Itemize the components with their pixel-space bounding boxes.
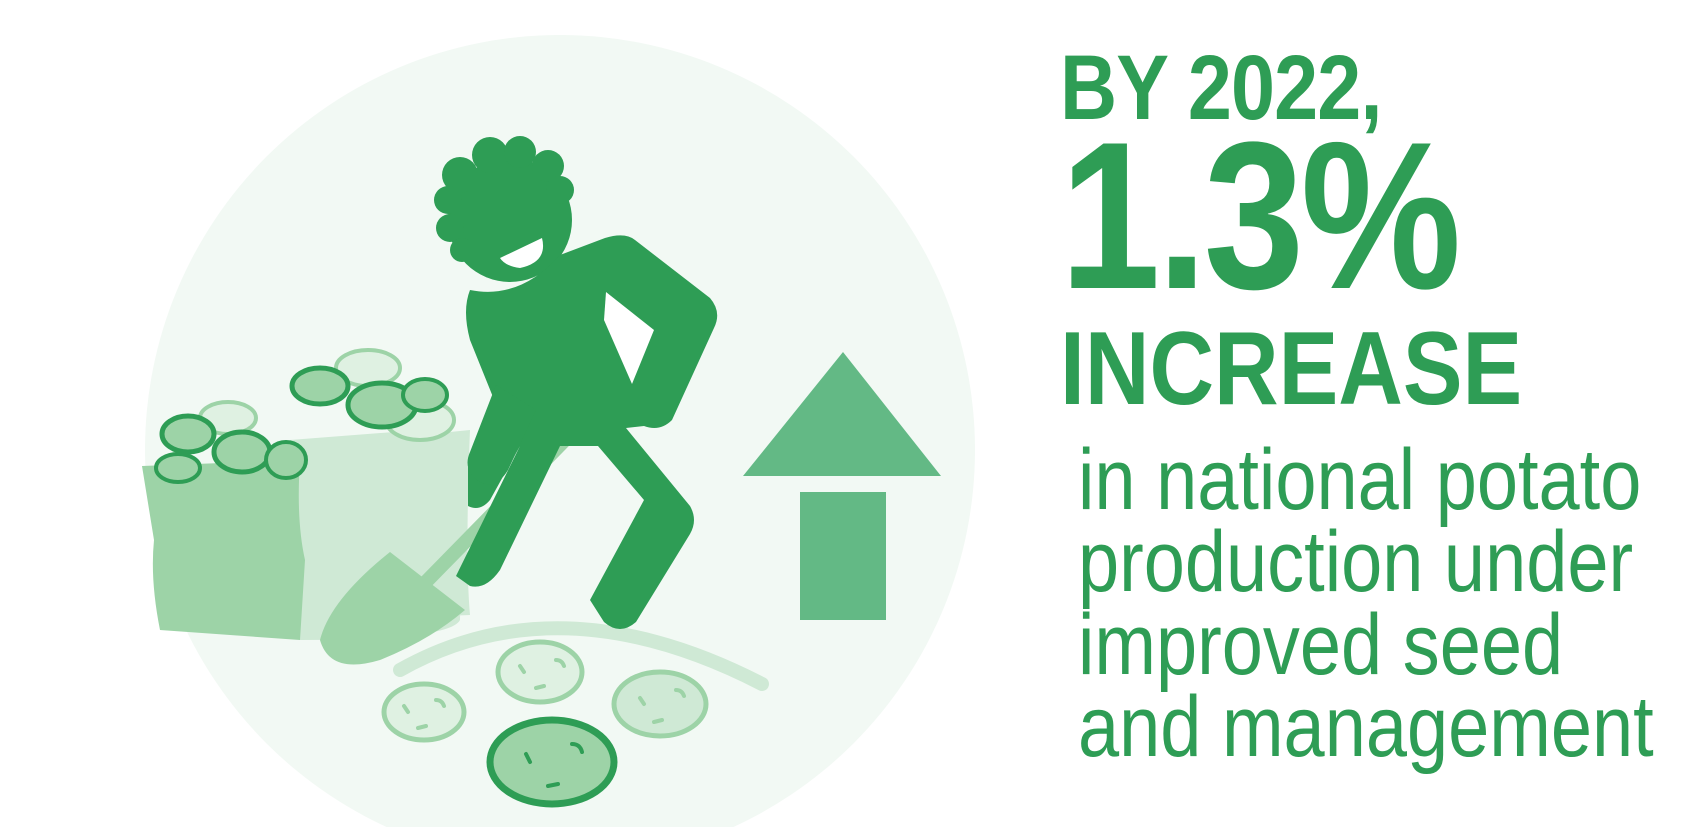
description-text: in national potato production under impr… <box>1078 431 1654 776</box>
farmer-illustration <box>142 35 975 827</box>
statistic-text-block: BY 2022, 1.3% INCREASE in national potat… <box>1060 30 1700 776</box>
soil-arc <box>393 621 769 691</box>
farmer-digging-icon <box>434 136 718 629</box>
year-heading: BY 2022, <box>1060 37 1382 139</box>
up-arrow-icon <box>743 352 941 620</box>
description-line: in national potato <box>1078 431 1642 528</box>
description-line: production under <box>1078 514 1634 611</box>
description-line: improved seed <box>1078 596 1564 693</box>
percentage-figure: 1.3% <box>1060 98 1461 333</box>
potato-icon <box>381 639 709 808</box>
increase-label: INCREASE <box>1060 310 1523 427</box>
description-line: and management <box>1078 679 1654 776</box>
